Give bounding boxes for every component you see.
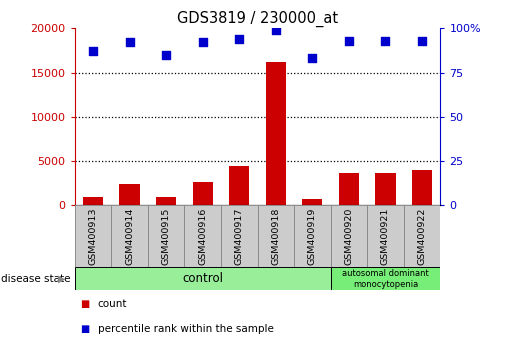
Text: GSM400913: GSM400913 <box>89 207 97 265</box>
Bar <box>193 182 213 205</box>
Point <box>198 40 207 45</box>
Bar <box>148 205 184 267</box>
Text: GSM400916: GSM400916 <box>198 207 207 265</box>
Point <box>89 48 97 54</box>
Bar <box>266 62 286 205</box>
Bar <box>221 205 258 267</box>
Text: count: count <box>98 299 127 309</box>
Text: autosomal dominant
monocytopenia: autosomal dominant monocytopenia <box>342 269 429 289</box>
Bar <box>375 172 396 205</box>
Point <box>235 36 243 42</box>
Text: GSM400920: GSM400920 <box>345 207 353 265</box>
Text: ■: ■ <box>80 324 89 334</box>
Text: GSM400915: GSM400915 <box>162 207 170 265</box>
Text: disease state: disease state <box>1 274 71 284</box>
Bar <box>294 205 331 267</box>
Bar <box>184 205 221 267</box>
Bar <box>367 205 404 267</box>
Bar <box>412 170 432 205</box>
Bar <box>83 198 103 205</box>
Text: ▶: ▶ <box>58 274 65 284</box>
Bar <box>75 205 111 267</box>
Bar <box>404 205 440 267</box>
Text: GSM400919: GSM400919 <box>308 207 317 265</box>
Point <box>162 52 170 58</box>
Bar <box>156 198 176 205</box>
Text: GDS3819 / 230000_at: GDS3819 / 230000_at <box>177 11 338 27</box>
Text: GSM400917: GSM400917 <box>235 207 244 265</box>
Bar <box>331 205 367 267</box>
Bar <box>119 184 140 205</box>
Bar <box>229 166 249 205</box>
Bar <box>331 267 440 290</box>
Bar <box>111 205 148 267</box>
Bar <box>302 199 322 205</box>
Bar <box>258 205 294 267</box>
Point <box>345 38 353 44</box>
Text: GSM400918: GSM400918 <box>271 207 280 265</box>
Text: GSM400922: GSM400922 <box>418 207 426 265</box>
Text: ■: ■ <box>80 299 89 309</box>
Point <box>308 56 316 61</box>
Text: control: control <box>182 272 223 285</box>
Point <box>271 27 280 33</box>
Point <box>381 38 389 44</box>
Point <box>418 38 426 44</box>
Bar <box>339 172 359 205</box>
Text: GSM400914: GSM400914 <box>125 207 134 265</box>
Text: GSM400921: GSM400921 <box>381 207 390 265</box>
Point <box>125 40 133 45</box>
Bar <box>75 267 331 290</box>
Text: percentile rank within the sample: percentile rank within the sample <box>98 324 274 334</box>
